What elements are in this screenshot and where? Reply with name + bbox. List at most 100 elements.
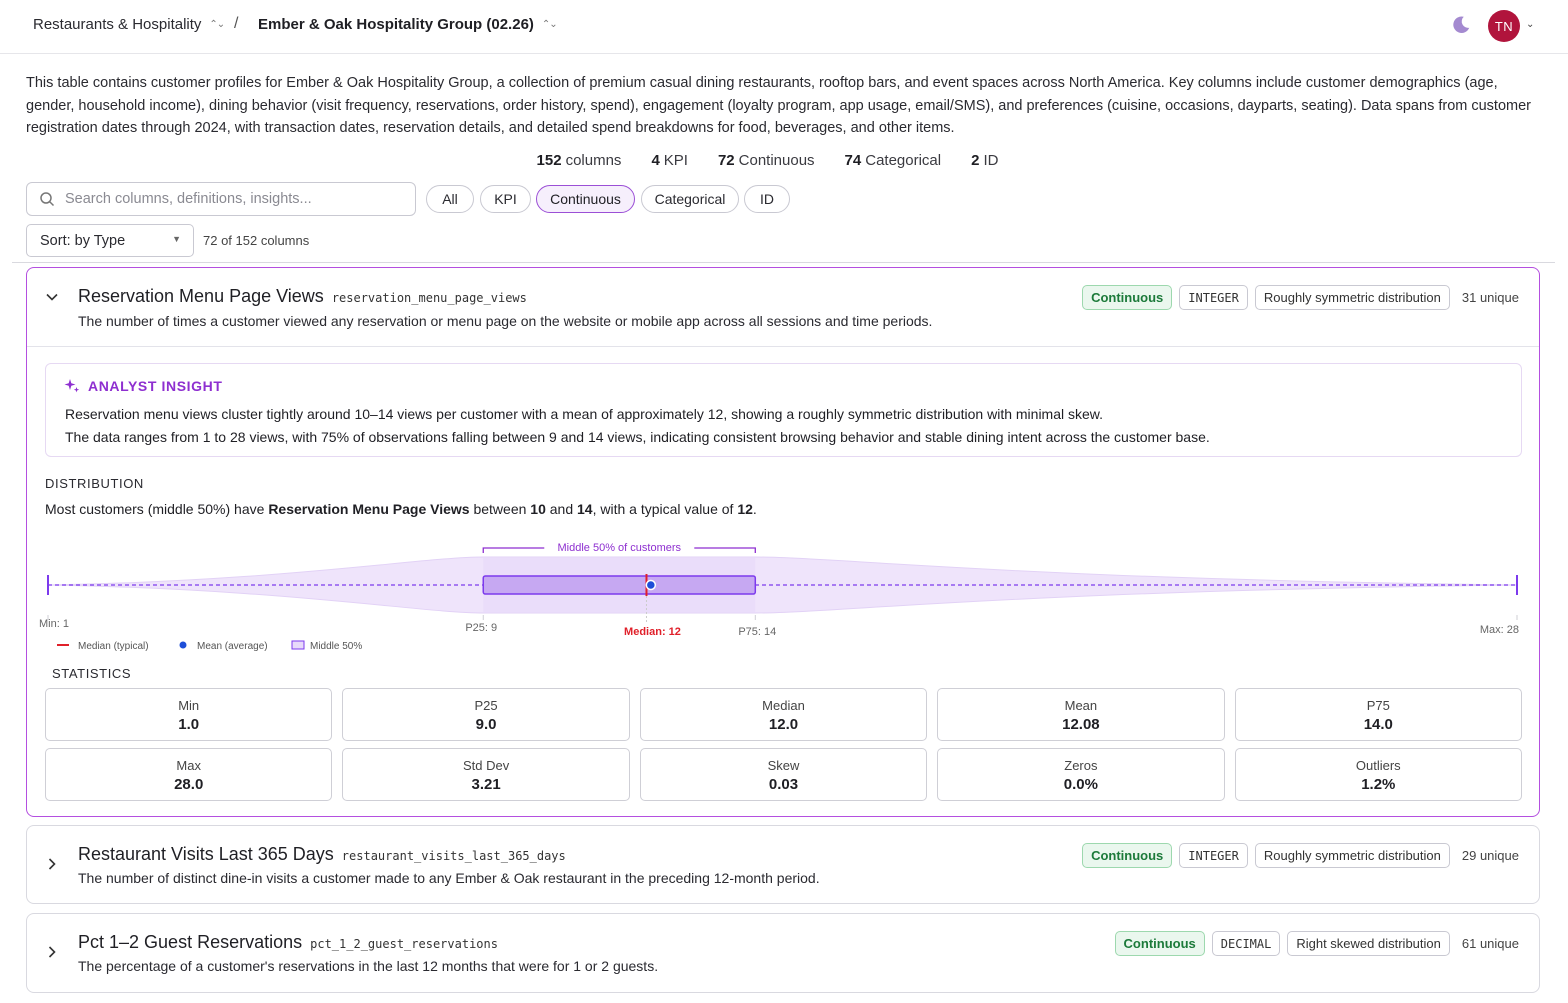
stat-std-dev: Std Dev 3.21 [342,748,630,801]
stat-mean: Mean 12.08 [937,688,1225,741]
legend-box: Middle 50% [310,641,362,652]
insight-line: The data ranges from 1 to 28 views, with… [65,428,1210,445]
breadcrumb-industry[interactable]: Restaurants & Hospitality ⌃⌄ [33,16,225,33]
column-key: reservation_menu_page_views [331,291,527,305]
filter-continuous[interactable]: Continuous [536,185,635,213]
sort-select[interactable]: Sort: by Type ▼ [26,224,194,257]
stat-outliers: Outliers 1.2% [1234,748,1522,801]
column-count: 72 of 152 columns [203,233,310,248]
count-continuous: 72 Continuous [717,152,815,169]
chevron-right-icon[interactable] [45,945,59,959]
stat-value: 1.2% [1361,776,1396,793]
unique-count: 31 unique [1461,290,1519,305]
column-title-text: Pct 1–2 Guest Reservations [78,932,303,952]
label-min: Min: 1 [39,618,69,630]
unique-count: 29 unique [1461,848,1519,863]
search-icon [40,192,55,207]
chevron-right-icon[interactable] [45,857,59,871]
moon-icon[interactable] [1450,14,1472,36]
breadcrumb-industry-label: Restaurants & Hospitality [33,16,202,33]
stat-median: Median 12.0 [639,688,928,741]
shape-badge: Right skewed distribution [1287,931,1450,956]
column-title-text: Restaurant Visits Last 365 Days [78,844,334,864]
stat-label: P75 [1366,698,1390,713]
column-card-header[interactable]: Reservation Menu Page Views reservation_m… [27,268,1539,346]
stat-label: P25 [474,698,498,713]
chevron-up-down-icon: ⌃⌄ [209,19,225,30]
dtype-badge: DECIMAL [1211,931,1281,956]
column-description: The percentage of a customer's reservati… [78,958,659,974]
label-p25: P25: 9 [465,622,497,634]
stat-value: 0.03 [768,776,799,793]
kind-badge: Continuous [1114,931,1205,956]
count-columns: 152 columns [536,152,622,169]
stat-p25: P25 9.0 [342,688,630,741]
label-max: Max: 28 [1480,624,1519,636]
distribution-sentence: Most customers (middle 50%) have Reserva… [45,501,757,517]
column-tags: Continuous INTEGER Roughly symmetric dis… [1082,843,1519,868]
stat-label: Outliers [1355,758,1401,773]
search-box[interactable] [26,182,416,216]
chevron-down-icon[interactable] [45,290,59,304]
insight-line: Reservation menu views cluster tightly a… [65,406,1104,422]
stat-skew: Skew 0.03 [639,748,928,801]
dtype-badge: INTEGER [1179,843,1248,868]
column-card-header[interactable]: Restaurant Visits Last 365 Days restauran… [27,826,1539,904]
breadcrumb-dataset[interactable]: Ember & Oak Hospitality Group (02.26) ⌃⌄ [258,16,558,33]
column-description: The number of distinct dine-in visits a … [78,870,820,886]
column-key: restaurant_visits_last_365_days [341,849,566,863]
chevron-up-down-icon: ⌃⌄ [541,19,558,30]
kind-badge: Continuous [1082,285,1173,310]
column-card-header[interactable]: Pct 1–2 Guest Reservations pct_1_2_guest_… [27,914,1539,992]
filter-kpi[interactable]: KPI [480,185,531,213]
stat-value: 9.0 [475,716,497,733]
column-title: Reservation Menu Page Views reservation_m… [78,286,527,307]
insight-heading-text: ANALYST INSIGHT [88,378,223,394]
iqr-box [482,575,757,595]
column-description: The number of times a customer viewed an… [78,313,933,329]
stat-value: 1.0 [178,716,200,733]
chevron-down-icon[interactable]: ⌄ [1526,19,1535,30]
count-categorical: 74 Categorical [844,152,942,169]
search-input[interactable] [65,191,385,207]
stat-zeros: Zeros 0.0% [937,748,1225,801]
stat-label: Median [762,698,805,713]
statistics-label: STATISTICS [52,666,132,681]
filter-categorical[interactable]: Categorical [641,185,739,213]
stat-value: 3.21 [471,776,501,793]
filter-all[interactable]: All [426,185,474,213]
column-title: Restaurant Visits Last 365 Days restauran… [78,844,566,865]
card-divider [27,346,1539,347]
distribution-chart: Middle 50% of customers Min: 1 P25: 9 Media… [39,539,1519,652]
column-key: pct_1_2_guest_reservations [310,937,498,951]
legend-box-swatch [291,640,305,650]
dtype-badge: INTEGER [1179,285,1248,310]
bracket-label-bg [544,539,695,555]
stat-value: 28.0 [174,776,204,793]
sparkle-icon [64,379,80,393]
stat-max: Max 28.0 [45,748,333,801]
label-median: Median: 12 [624,626,681,638]
avatar[interactable]: TN [1488,10,1520,42]
column-counts: 152 columns 4 KPI 72 Continuous 74 Categoric… [0,152,1535,169]
stat-label: Skew [767,758,800,773]
label-p75: P75: 14 [738,626,776,638]
top-bar: Restaurants & Hospitality ⌃⌄ / Ember & O… [0,0,1568,54]
stat-value: 12.0 [768,716,799,733]
stat-label: Min [178,698,200,713]
shape-badge: Roughly symmetric distribution [1254,285,1450,310]
stat-min: Min 1.0 [45,688,333,741]
legend-mean-swatch [179,641,187,649]
column-tags: Continuous DECIMAL Right skewed distribu… [1114,931,1519,956]
stat-value: 0.0% [1063,776,1098,793]
caret-down-icon: ▼ [172,234,181,244]
column-title: Pct 1–2 Guest Reservations pct_1_2_guest_… [78,932,498,953]
count-kpi: 4 KPI [651,152,688,169]
count-id: 2 ID [971,152,999,169]
shape-badge: Roughly symmetric distribution [1254,843,1450,868]
unique-count: 61 unique [1461,936,1519,951]
filter-id[interactable]: ID [744,185,790,213]
stat-value: 14.0 [1363,716,1393,733]
stat-p75: P75 14.0 [1234,688,1522,741]
bracket-label: Middle 50% of customers [558,542,682,554]
